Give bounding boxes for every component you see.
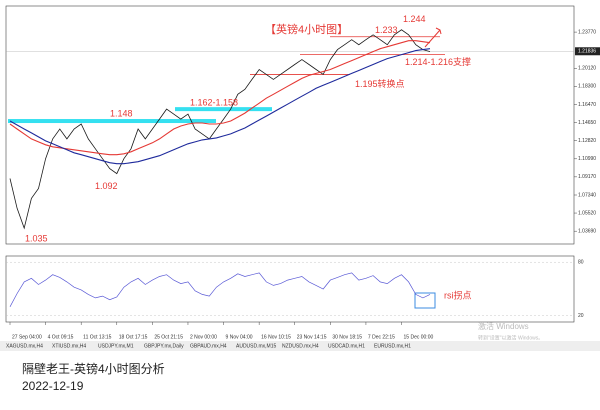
annotation: 1.035: [25, 233, 48, 243]
tab[interactable]: USDJPY.mx,M1: [98, 343, 134, 349]
annotation: rsi拐点: [444, 289, 472, 300]
watermark: 转到"设置"以激活 Windows。: [478, 334, 543, 341]
x-tick-label: 30 Nov 18:15: [332, 334, 362, 340]
y-tick-label: 1.10990: [578, 156, 596, 162]
arrow: [424, 27, 442, 48]
rsi-panel: [5, 255, 575, 323]
annotation: 1.244: [403, 14, 426, 24]
y-tick-label: 1.18300: [578, 84, 596, 90]
annotation: 1.148: [110, 108, 133, 118]
main-panel: [5, 5, 575, 245]
y-tick-label: 1.12820: [578, 138, 596, 144]
annotation: 1.162-1.158: [190, 98, 238, 108]
x-tick-label: 27 Sep 04:00: [12, 334, 42, 340]
y-tick-label: 1.05520: [578, 210, 596, 216]
annotation: 1.233: [375, 25, 398, 35]
x-tick-label: 18 Oct 17:15: [119, 334, 148, 340]
tab-bar: [0, 341, 600, 351]
annotation: 1.214-1.216支撑: [405, 56, 471, 67]
tab[interactable]: USDCAD.mx,H1: [328, 343, 365, 349]
y-tick-label: 1.07340: [578, 192, 596, 198]
x-tick-label: 23 Nov 14:15: [297, 334, 327, 340]
tab[interactable]: GBPJPY.mx,Daily: [144, 343, 184, 349]
moving-average: [9, 48, 431, 165]
tab[interactable]: XTIUSD.mx,H4: [52, 343, 86, 349]
annotation: 1.195转换点: [355, 78, 405, 89]
tab[interactable]: NZDUSD.mx,H4: [282, 343, 319, 349]
resistance-band: [175, 107, 272, 112]
resistance-band: [8, 119, 216, 124]
moving-average: [9, 40, 431, 156]
last-price-label: 1.21836: [578, 49, 596, 55]
x-tick-label: 11 Oct 13:15: [83, 334, 111, 340]
caption: 隔壁老王-英镑4小时图分析: [22, 361, 165, 376]
x-tick-label: 9 Nov 04:00: [226, 334, 253, 340]
x-tick-label: 2 Nov 00:00: [190, 334, 217, 340]
chart-title: 【英镑4小时图】: [265, 22, 348, 36]
rsi-box: [414, 292, 436, 309]
annotation: 1.092: [95, 181, 118, 191]
y-tick-label: 1.23770: [578, 29, 596, 35]
x-tick-label: 4 Oct 09:15: [48, 334, 74, 340]
rsi-tick-label: 20: [578, 313, 584, 319]
tab[interactable]: GBPAUD.mx,H4: [190, 343, 227, 349]
watermark: 激活 Windows: [478, 321, 529, 331]
x-tick-label: 15 Dec 00:00: [404, 334, 434, 340]
x-tick-label: 7 Dec 22:15: [368, 334, 395, 340]
last-price-box: [575, 47, 600, 56]
tab[interactable]: XAGUSD.mx,H4: [6, 343, 43, 349]
y-tick-label: 1.14650: [578, 120, 596, 126]
tab[interactable]: AUDUSD.mx,M15: [236, 343, 277, 349]
y-tick-label: 1.03690: [578, 229, 596, 235]
caption: 2022-12-19: [22, 379, 84, 393]
y-tick-label: 1.09170: [578, 174, 596, 180]
x-tick-label: 25 Oct 21:15: [154, 334, 183, 340]
y-tick-label: 1.20120: [578, 66, 596, 72]
y-tick-label: 1.16470: [578, 102, 596, 108]
rsi-tick-label: 80: [578, 260, 584, 266]
rsi-line: [9, 272, 431, 307]
tab[interactable]: EURUSD.mx,H1: [374, 343, 411, 349]
x-tick-label: 16 Nov 10:15: [261, 334, 291, 340]
